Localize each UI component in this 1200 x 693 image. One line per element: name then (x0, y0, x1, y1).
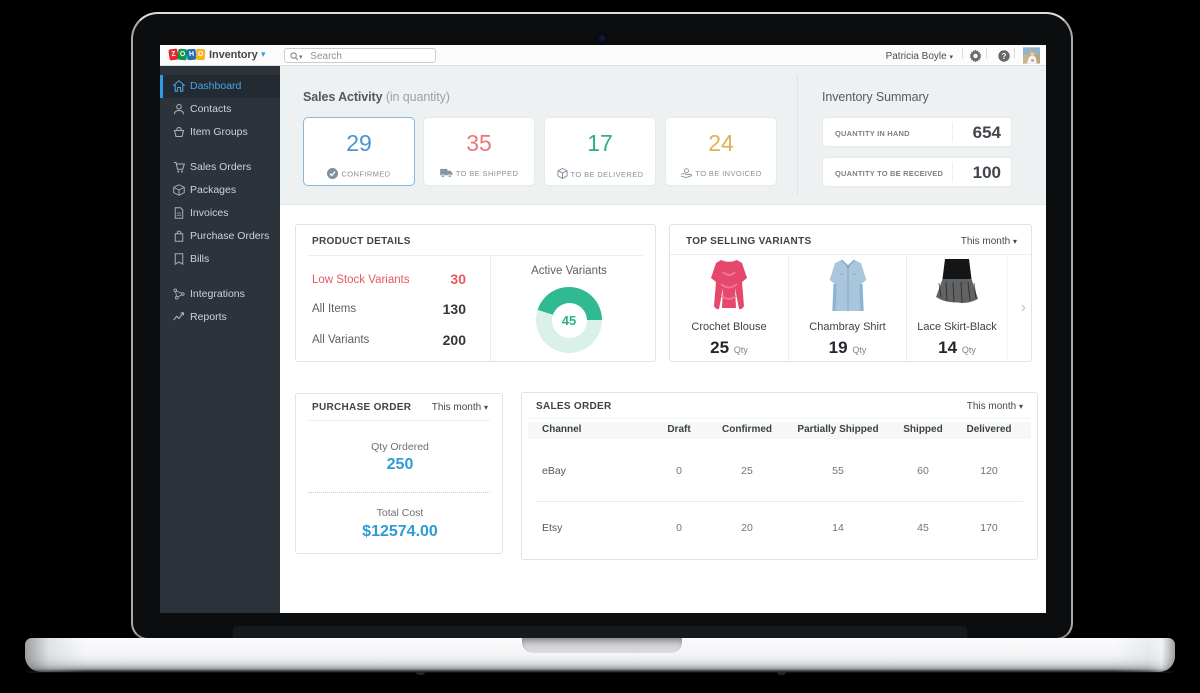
svg-text:?: ? (1002, 52, 1007, 61)
